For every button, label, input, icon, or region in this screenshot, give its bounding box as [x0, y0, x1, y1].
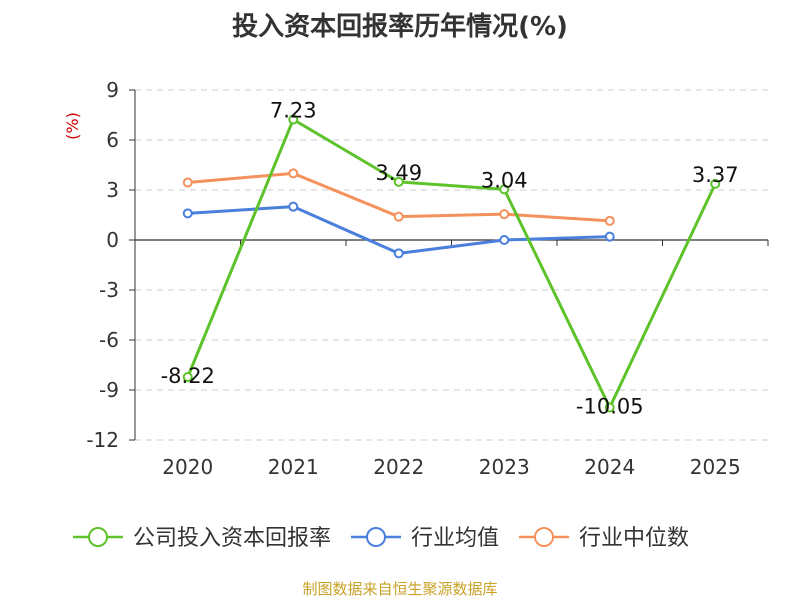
- x-tick-label: 2022: [373, 455, 424, 479]
- legend-label: 公司投入资本回报率: [133, 526, 331, 551]
- data-point: [499, 235, 510, 245]
- data-point: [499, 184, 510, 195]
- series-line: [186, 118, 717, 409]
- data-label: 3.37: [692, 163, 739, 187]
- legend-marker: [366, 527, 386, 547]
- data-label: 3.49: [375, 161, 422, 185]
- data-point: [288, 168, 299, 179]
- legend-label: 行业中位数: [579, 526, 689, 551]
- y-tick-label: -9: [99, 378, 119, 402]
- y-tick-label: 6: [106, 128, 119, 152]
- x-tick-label: 2020: [162, 455, 213, 479]
- data-point: [182, 208, 193, 219]
- x-tick-label: 2021: [268, 455, 319, 479]
- data-label: 7.23: [270, 99, 317, 123]
- data-point: [182, 372, 193, 382]
- data-point: [604, 402, 615, 413]
- y-tick-label: -12: [86, 428, 119, 452]
- data-point: [604, 215, 615, 226]
- legend-marker: [88, 527, 108, 547]
- data-point: [393, 211, 404, 222]
- data-source-note: 制图数据来自恒生聚源数据库: [302, 580, 498, 598]
- data-point: [499, 209, 510, 220]
- legend-marker: [534, 527, 554, 547]
- data-label: -10.05: [576, 395, 644, 419]
- legend-label: 行业均值: [411, 526, 499, 551]
- data-point: [182, 177, 193, 188]
- y-tick-label: 3: [106, 178, 119, 202]
- x-tick-label: 2024: [584, 455, 635, 479]
- y-axis-label: (%): [63, 112, 82, 140]
- data-point: [393, 176, 404, 187]
- data-point: [288, 114, 299, 125]
- y-tick-label: -3: [99, 278, 119, 302]
- data-point: [288, 201, 299, 212]
- y-tick-label: 9: [106, 78, 119, 102]
- data-point: [393, 248, 404, 259]
- data-point: [604, 231, 615, 242]
- y-tick-label: 0: [106, 228, 119, 252]
- chart-title: 投入资本回报率历年情况(%): [232, 12, 568, 42]
- x-tick-label: 2025: [690, 455, 741, 479]
- data-label: 3.04: [481, 168, 528, 192]
- data-label: -8.22: [161, 364, 215, 388]
- y-tick-label: -6: [99, 328, 119, 352]
- data-point: [710, 178, 721, 189]
- x-tick-label: 2023: [479, 455, 530, 479]
